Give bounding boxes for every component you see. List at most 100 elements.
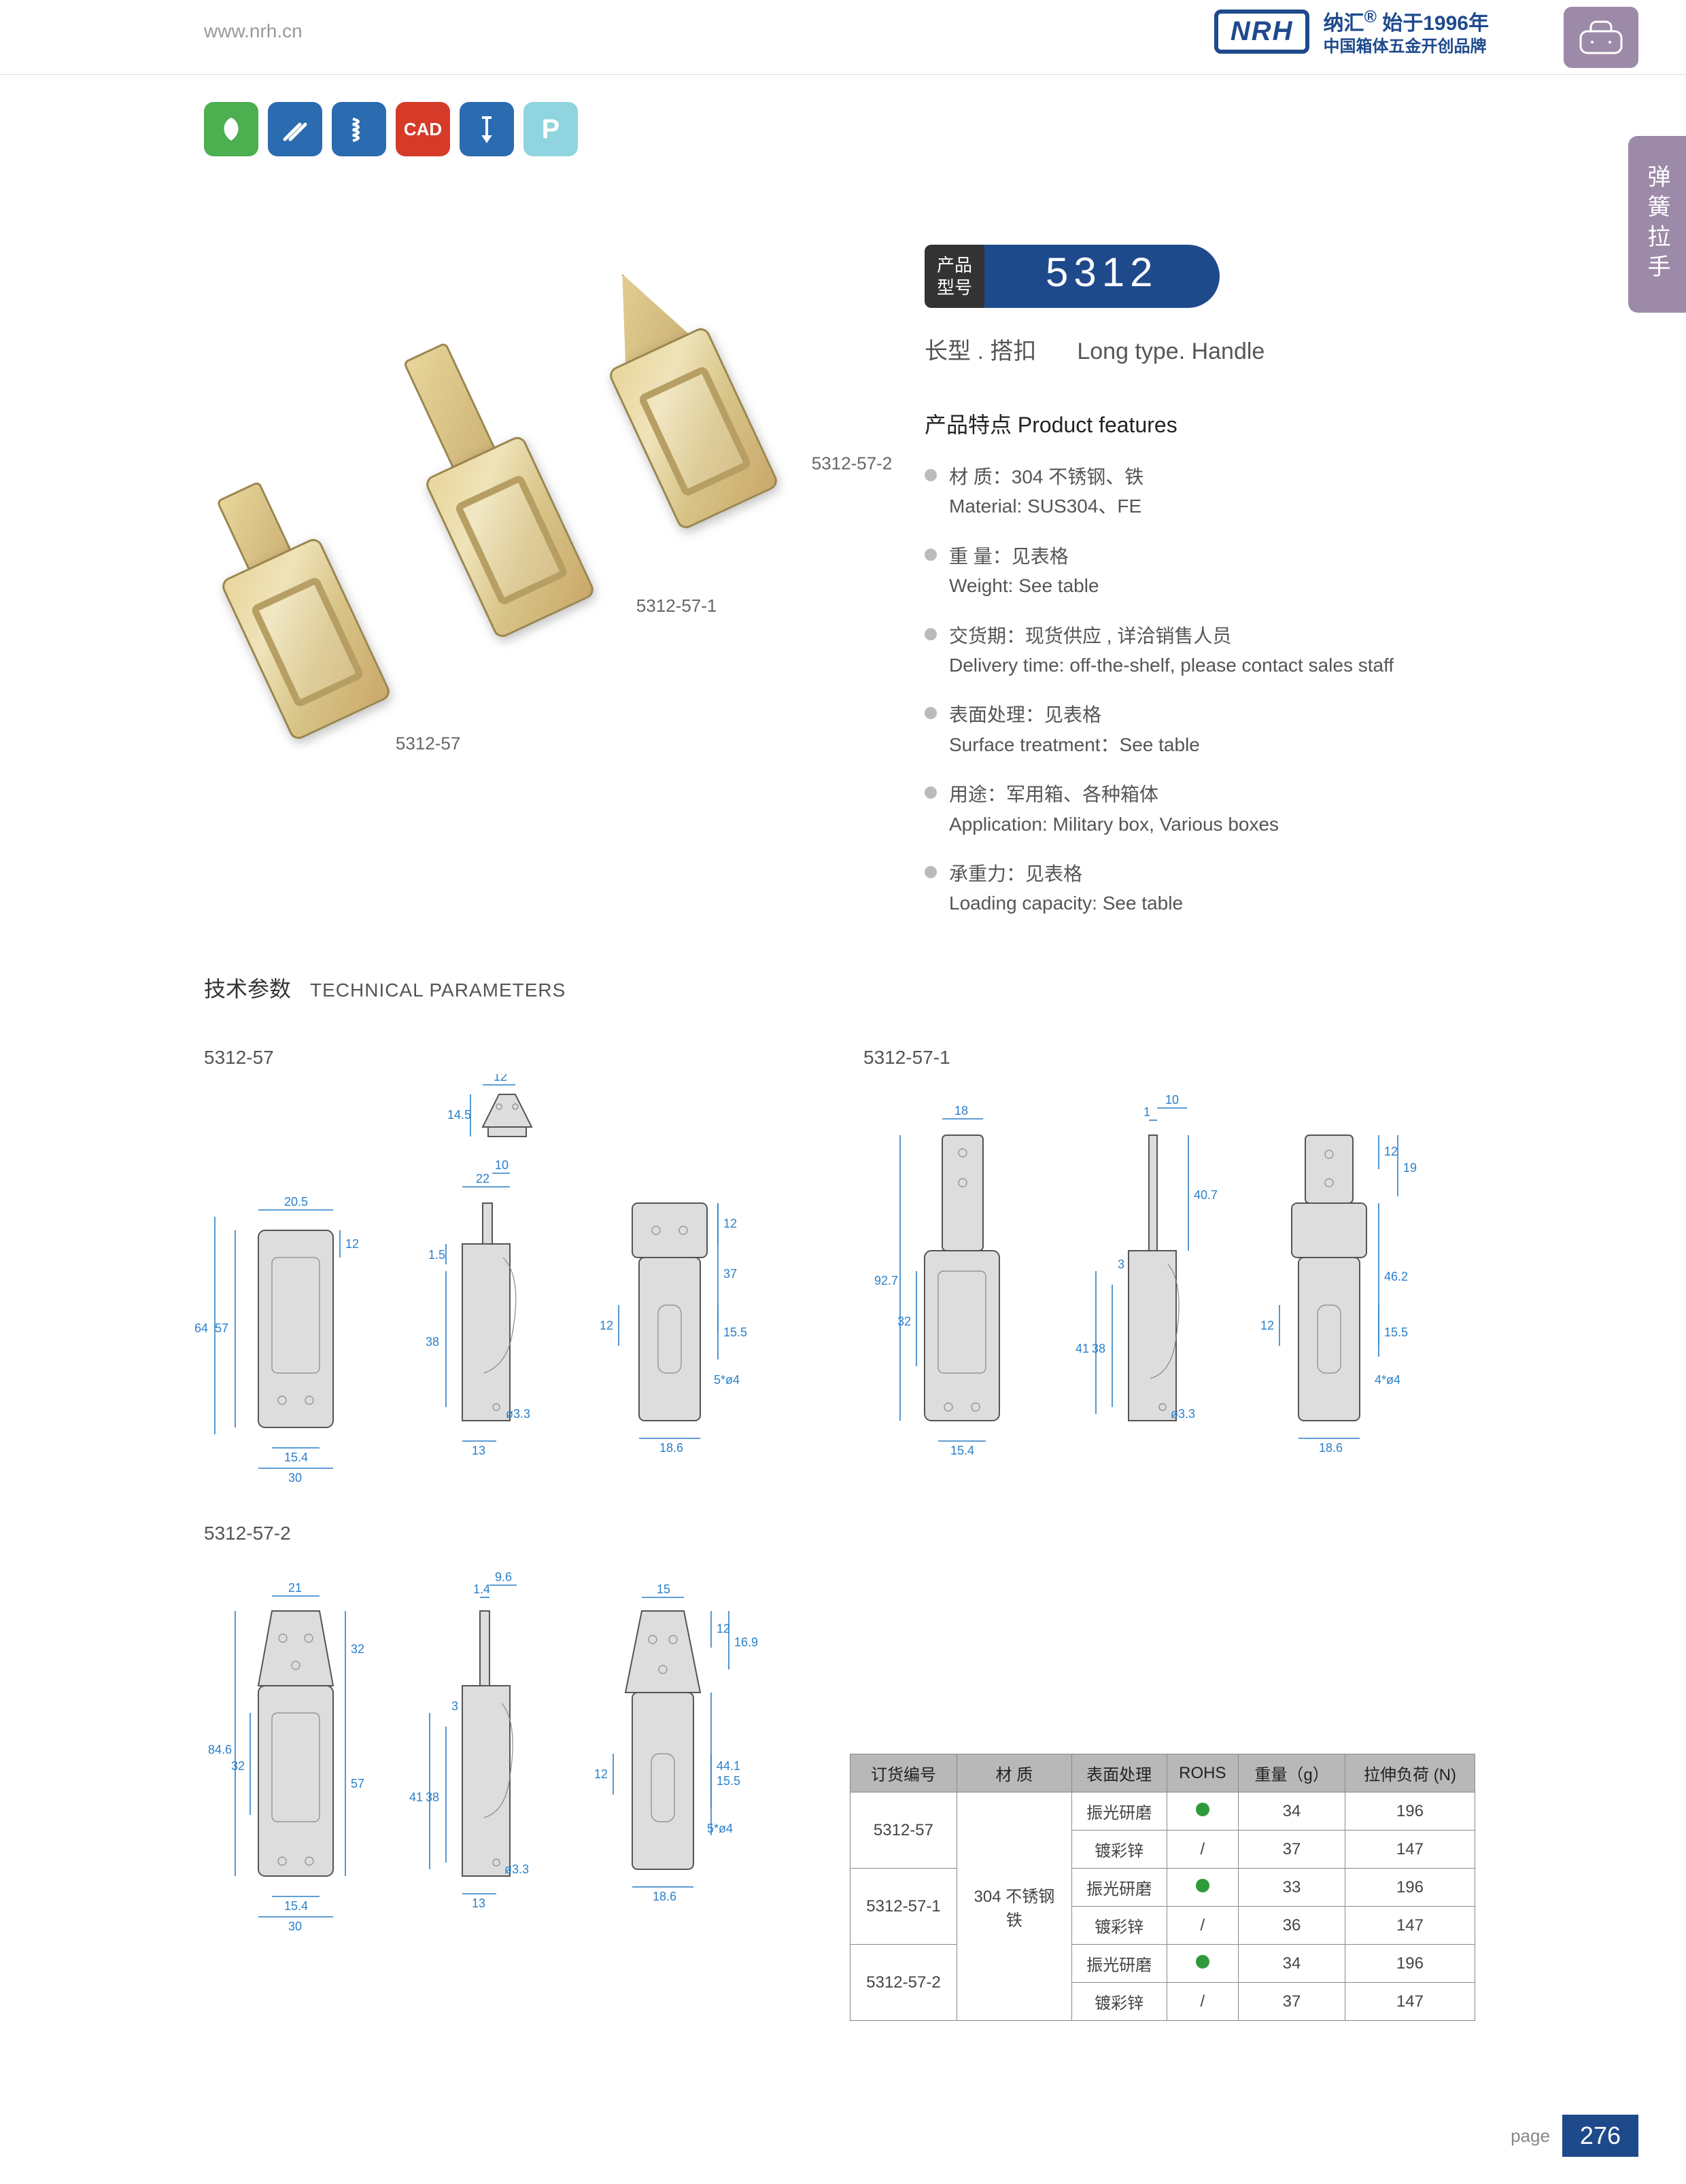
- svg-text:19: 19: [1403, 1161, 1417, 1175]
- svg-text:15.4: 15.4: [284, 1451, 308, 1464]
- bullet-icon: [925, 707, 937, 719]
- svg-text:40.7: 40.7: [1194, 1188, 1218, 1202]
- svg-text:21: 21: [288, 1581, 302, 1595]
- drawing-label-2: 5312-57-1: [863, 1047, 950, 1069]
- product-photo-1: 5312-57: [220, 536, 393, 742]
- table-row: 5312-57-2振光研磨34196: [850, 1945, 1475, 1983]
- svg-text:41: 41: [1076, 1342, 1089, 1355]
- svg-text:1.5: 1.5: [428, 1248, 445, 1262]
- svg-text:38: 38: [426, 1335, 439, 1349]
- svg-text:37: 37: [723, 1267, 737, 1281]
- svg-text:18.6: 18.6: [659, 1441, 683, 1455]
- svg-text:32: 32: [351, 1642, 364, 1656]
- svg-text:12: 12: [1384, 1145, 1398, 1158]
- svg-text:12: 12: [717, 1622, 730, 1635]
- feature-badges: CAD P: [204, 102, 578, 156]
- svg-text:57: 57: [351, 1777, 364, 1790]
- svg-text:44.1: 44.1: [717, 1759, 740, 1773]
- svg-text:15.4: 15.4: [950, 1444, 974, 1457]
- product-photo-area: 5312-57 5312-57-1 5312-57-2: [204, 258, 829, 775]
- svg-text:22: 22: [476, 1172, 489, 1185]
- product-photo-3: 5312-57-2: [607, 325, 780, 531]
- svg-text:ø3.3: ø3.3: [1171, 1407, 1195, 1421]
- page-number: 276: [1562, 2115, 1638, 2157]
- feature-item: 表面处理：见表格Surface treatment：See table: [925, 700, 1475, 759]
- bullet-icon: [925, 866, 937, 878]
- svg-text:16.9: 16.9: [734, 1635, 758, 1649]
- svg-text:41: 41: [409, 1790, 423, 1804]
- table-row: 5312-57304 不锈钢 铁振光研磨34196: [850, 1792, 1475, 1831]
- svg-text:92.7: 92.7: [874, 1274, 898, 1287]
- drawing-5312-57: 12 14.5 20.5 57 64 15.4 30 12 2: [177, 1074, 829, 1495]
- table-header: 表面处理: [1071, 1754, 1167, 1792]
- model-block: 产品型号 5312 长型 . 搭扣Long type. Handle: [925, 245, 1264, 366]
- feature-item: 材 质：304 不锈钢、铁Material: SUS304、FE: [925, 462, 1475, 521]
- svg-text:ø3.3: ø3.3: [506, 1407, 530, 1421]
- feature-text: 重 量：见表格Weight: See table: [949, 542, 1099, 601]
- svg-text:30: 30: [288, 1920, 302, 1933]
- svg-text:12: 12: [594, 1767, 608, 1781]
- svg-text:32: 32: [231, 1759, 245, 1773]
- page-footer: page 276: [1511, 2115, 1638, 2157]
- features-block: 产品特点 Product features 材 质：304 不锈钢、铁Mater…: [925, 408, 1475, 939]
- feature-text: 交货期：现货供应 , 详洽销售人员Delivery time: off-the-…: [949, 621, 1394, 680]
- svg-text:20.5: 20.5: [284, 1195, 308, 1209]
- page-header: www.nrh.cn NRH 纳汇® 始于1996年 中国箱体五金开创品牌: [0, 0, 1686, 75]
- feature-text: 表面处理：见表格Surface treatment：See table: [949, 700, 1200, 759]
- svg-text:5*ø4: 5*ø4: [714, 1373, 740, 1387]
- svg-text:30: 30: [288, 1471, 302, 1485]
- svg-text:15.5: 15.5: [723, 1325, 747, 1339]
- drawing-5312-57-2: 21 84.6 32 32 57 15.4 30 1.4 9.6 38 41 ø…: [177, 1563, 829, 1971]
- logo-icon: NRH: [1214, 10, 1310, 54]
- svg-text:18.6: 18.6: [653, 1890, 676, 1903]
- tools-icon: [268, 102, 322, 156]
- svg-text:84.6: 84.6: [208, 1743, 232, 1756]
- features-title: 产品特点 Product features: [925, 408, 1475, 439]
- eco-icon: [204, 102, 258, 156]
- svg-text:12: 12: [600, 1319, 613, 1332]
- screw-icon: [460, 102, 514, 156]
- bullet-icon: [925, 469, 937, 481]
- svg-text:5*ø4: 5*ø4: [707, 1822, 733, 1835]
- table-header: 拉伸负荷 (N): [1345, 1754, 1475, 1792]
- feature-item: 重 量：见表格Weight: See table: [925, 542, 1475, 601]
- rohs-dot-icon: [1196, 1955, 1209, 1969]
- svg-text:38: 38: [1092, 1342, 1105, 1355]
- svg-text:14.5: 14.5: [447, 1108, 471, 1122]
- table-row: 5312-57-1振光研磨33196: [850, 1869, 1475, 1907]
- rohs-dot-icon: [1196, 1803, 1209, 1816]
- category-icon: [1564, 7, 1638, 68]
- svg-text:64: 64: [194, 1321, 208, 1335]
- svg-text:10: 10: [495, 1158, 509, 1172]
- svg-text:18.6: 18.6: [1319, 1441, 1343, 1455]
- svg-text:13: 13: [472, 1896, 485, 1910]
- model-subtitle: 长型 . 搭扣Long type. Handle: [925, 332, 1264, 366]
- svg-text:4*ø4: 4*ø4: [1375, 1373, 1400, 1387]
- table-header: 订货编号: [850, 1754, 957, 1792]
- p-icon: P: [523, 102, 578, 156]
- bullet-icon: [925, 786, 937, 799]
- cad-icon: CAD: [396, 102, 450, 156]
- svg-text:15.5: 15.5: [717, 1774, 740, 1788]
- feature-item: 承重力：见表格Loading capacity: See table: [925, 859, 1475, 918]
- svg-text:9.6: 9.6: [495, 1570, 512, 1584]
- feature-text: 材 质：304 不锈钢、铁Material: SUS304、FE: [949, 462, 1143, 521]
- svg-text:38: 38: [426, 1790, 439, 1804]
- drawing-label-1: 5312-57: [204, 1047, 274, 1069]
- svg-text:46.2: 46.2: [1384, 1270, 1408, 1283]
- feature-text: 用途：军用箱、各种箱体Application: Military box, Va…: [949, 780, 1279, 839]
- table-header: 重量（g）: [1239, 1754, 1345, 1792]
- table-header: 材 质: [957, 1754, 1071, 1792]
- svg-text:15: 15: [657, 1582, 670, 1596]
- svg-text:12: 12: [345, 1237, 359, 1251]
- tech-params-title: 技术参数TECHNICAL PARAMETERS: [204, 972, 566, 1003]
- svg-text:1: 1: [1143, 1105, 1150, 1119]
- bullet-icon: [925, 628, 937, 640]
- feature-item: 交货期：现货供应 , 详洽销售人员Delivery time: off-the-…: [925, 621, 1475, 680]
- brand-text: 纳汇® 始于1996年 中国箱体五金开创品牌: [1323, 7, 1489, 57]
- svg-text:32: 32: [897, 1315, 911, 1328]
- model-label: 产品型号: [925, 245, 984, 308]
- spec-table: 订货编号材 质表面处理ROHS重量（g）拉伸负荷 (N) 5312-57304 …: [850, 1754, 1475, 2021]
- feature-text: 承重力：见表格Loading capacity: See table: [949, 859, 1183, 918]
- model-number: 5312: [984, 245, 1219, 308]
